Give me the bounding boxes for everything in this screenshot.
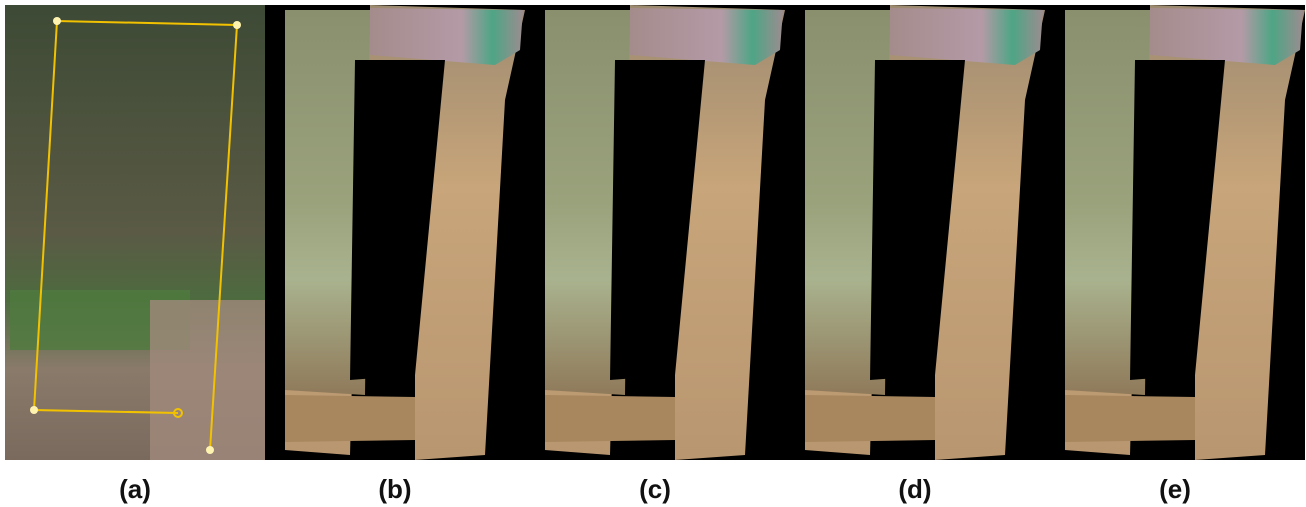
panel-d bbox=[785, 5, 1045, 460]
panel-label: (e) bbox=[1159, 474, 1191, 504]
panel-label: (c) bbox=[639, 474, 671, 504]
figure: (a) (b) (c) (d) (e) bbox=[0, 0, 1306, 507]
panel-c bbox=[525, 5, 785, 460]
panel-label: (d) bbox=[898, 474, 931, 504]
panel-label: (b) bbox=[378, 474, 411, 504]
panel-e bbox=[1045, 5, 1305, 460]
panel-label: (a) bbox=[119, 474, 151, 504]
panel-a bbox=[5, 5, 265, 460]
panel-b bbox=[265, 5, 525, 460]
